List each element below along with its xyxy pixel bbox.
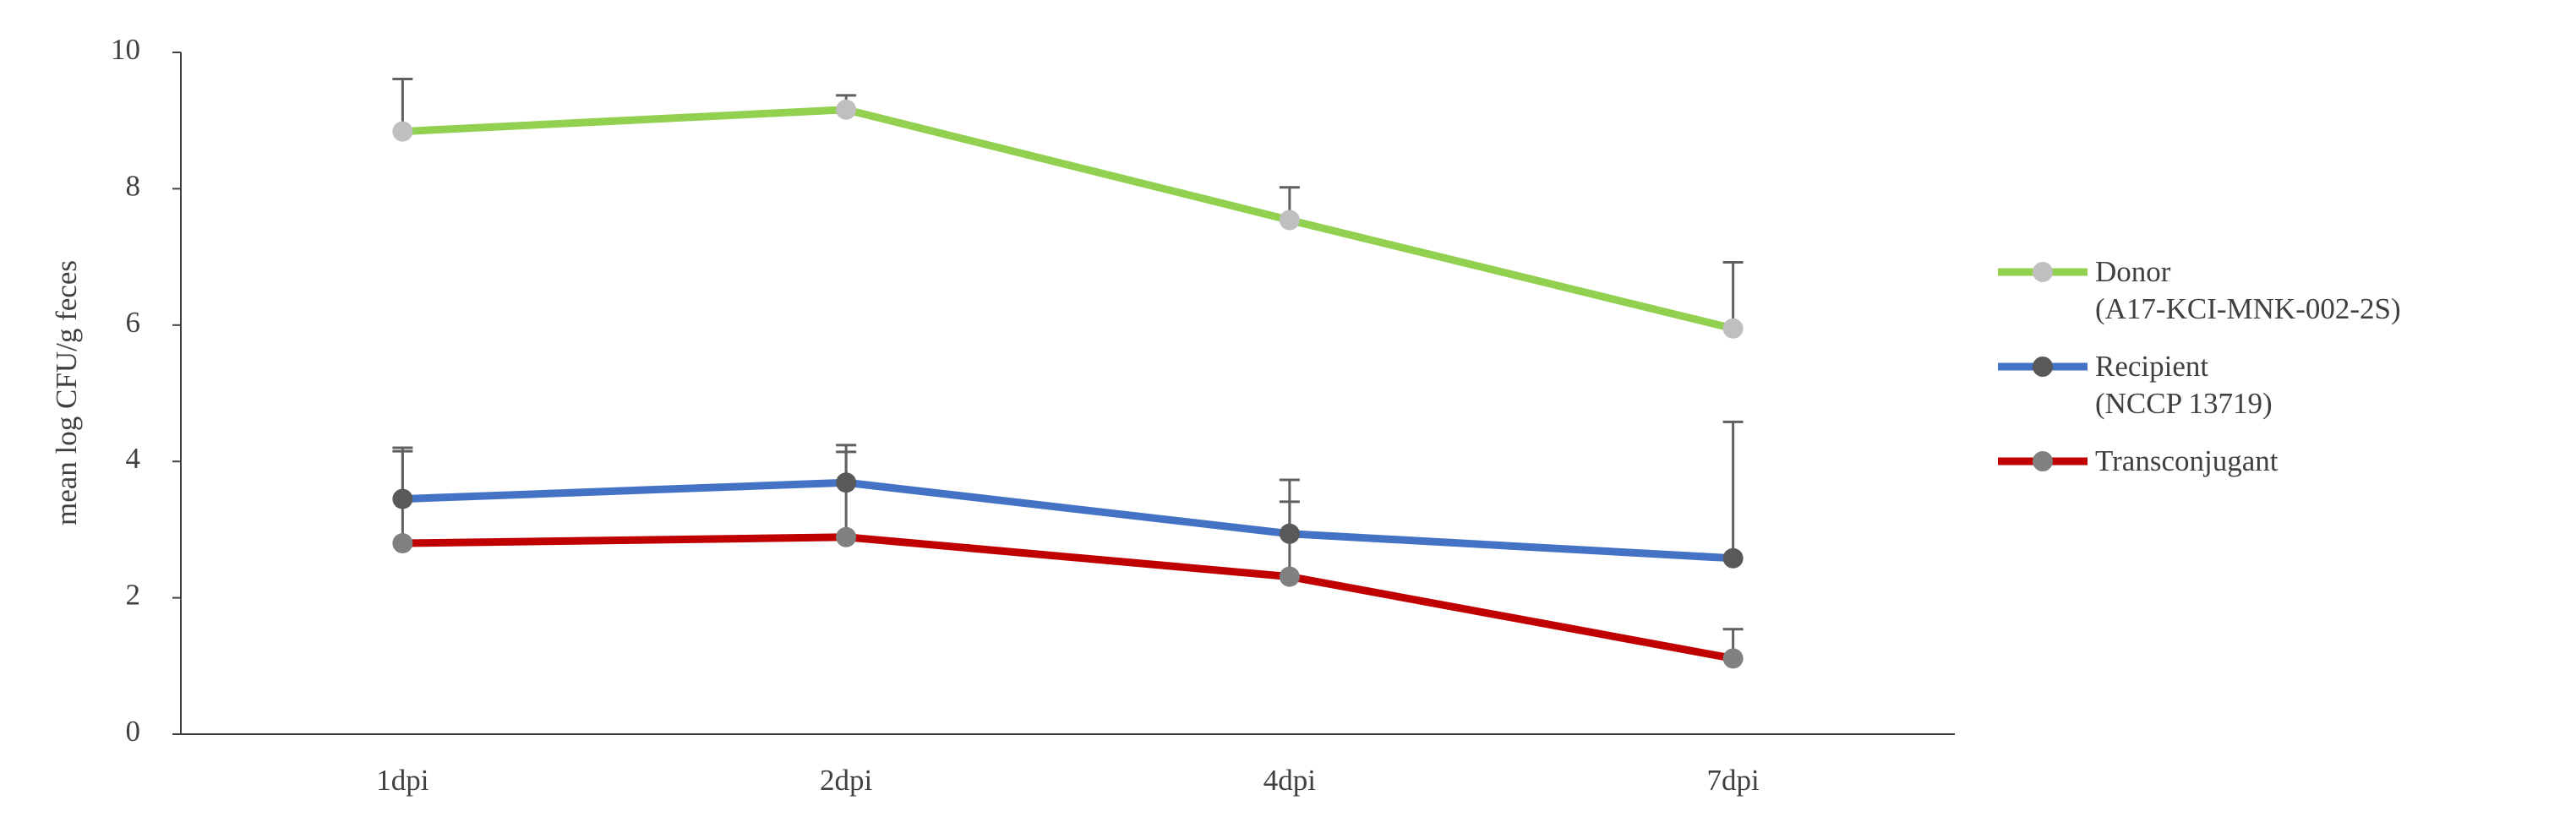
series-line — [402, 533, 1734, 662]
x-tick-label: 1dpi — [376, 764, 429, 797]
marker — [1279, 566, 1300, 587]
series-line — [402, 106, 1734, 333]
marker — [836, 99, 857, 120]
y-tick-label: 0 — [126, 715, 141, 748]
marker — [1279, 523, 1300, 544]
x-tick-label: 7dpi — [1707, 764, 1760, 797]
legend-item: Donor (A17-KCI-MNK-002-2S) — [1996, 253, 2401, 328]
legend-swatch — [1998, 357, 2088, 377]
error-bar — [1722, 261, 1744, 329]
marker — [392, 533, 413, 554]
y-tick-label: 4 — [126, 442, 141, 475]
marker — [392, 488, 413, 509]
legend-marker — [2033, 262, 2053, 282]
legend-swatch — [1998, 451, 2088, 471]
marker — [1722, 547, 1744, 569]
marker — [836, 526, 857, 547]
marker — [1722, 648, 1744, 669]
marker — [1722, 318, 1744, 339]
y-tick-label: 6 — [126, 306, 141, 339]
marker — [392, 121, 413, 142]
legend-item: Recipient (NCCP 13719) — [1996, 348, 2401, 422]
error-bar — [1722, 420, 1744, 558]
y-axis-title: mean log CFU/g feces — [50, 260, 83, 525]
x-tick-label: 4dpi — [1263, 764, 1317, 797]
legend-label: Transconjugant — [2095, 444, 2279, 477]
legend-marker — [2033, 451, 2053, 471]
error-bar — [836, 450, 857, 537]
y-tick-label: 2 — [126, 579, 141, 612]
y-tick-label: 8 — [126, 169, 141, 202]
legend-label: Recipient (NCCP 13719) — [2095, 350, 2273, 420]
marker — [1279, 210, 1300, 231]
legend-label: Donor (A17-KCI-MNK-002-2S) — [2095, 255, 2401, 325]
x-tick-label: 2dpi — [820, 764, 873, 797]
marker — [836, 472, 857, 493]
legend-swatch — [1998, 262, 2088, 282]
y-tick-label: 10 — [111, 33, 140, 66]
legend-item: Transconjugant — [1996, 443, 2401, 480]
legend: Donor (A17-KCI-MNK-002-2S) Recipient (NCC… — [1996, 253, 2401, 500]
legend-marker — [2033, 357, 2053, 377]
series-line — [402, 478, 1733, 563]
